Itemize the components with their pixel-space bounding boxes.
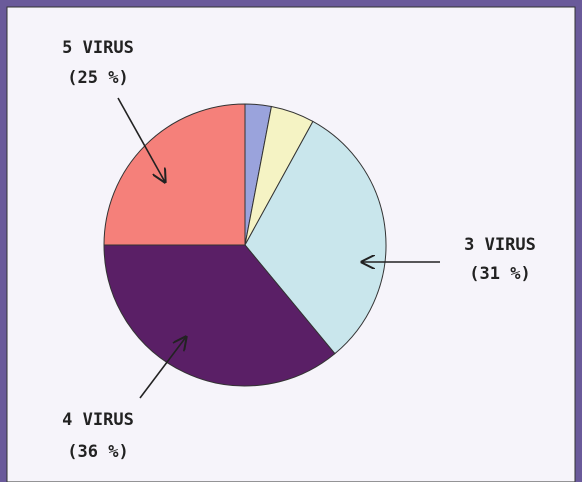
value-label: (31 %) <box>469 264 530 284</box>
pie-slice <box>244 120 387 355</box>
value-label: (25 %) <box>67 68 128 88</box>
label-arrow <box>139 337 186 399</box>
label-arrow <box>117 97 165 182</box>
value-label: (36 %) <box>67 442 128 462</box>
slice-label: 5 VIRUS <box>62 38 134 58</box>
slice-label: 3 VIRUS <box>464 235 536 255</box>
pie-slice <box>103 244 336 387</box>
slice-label: 4 VIRUS <box>62 410 134 430</box>
